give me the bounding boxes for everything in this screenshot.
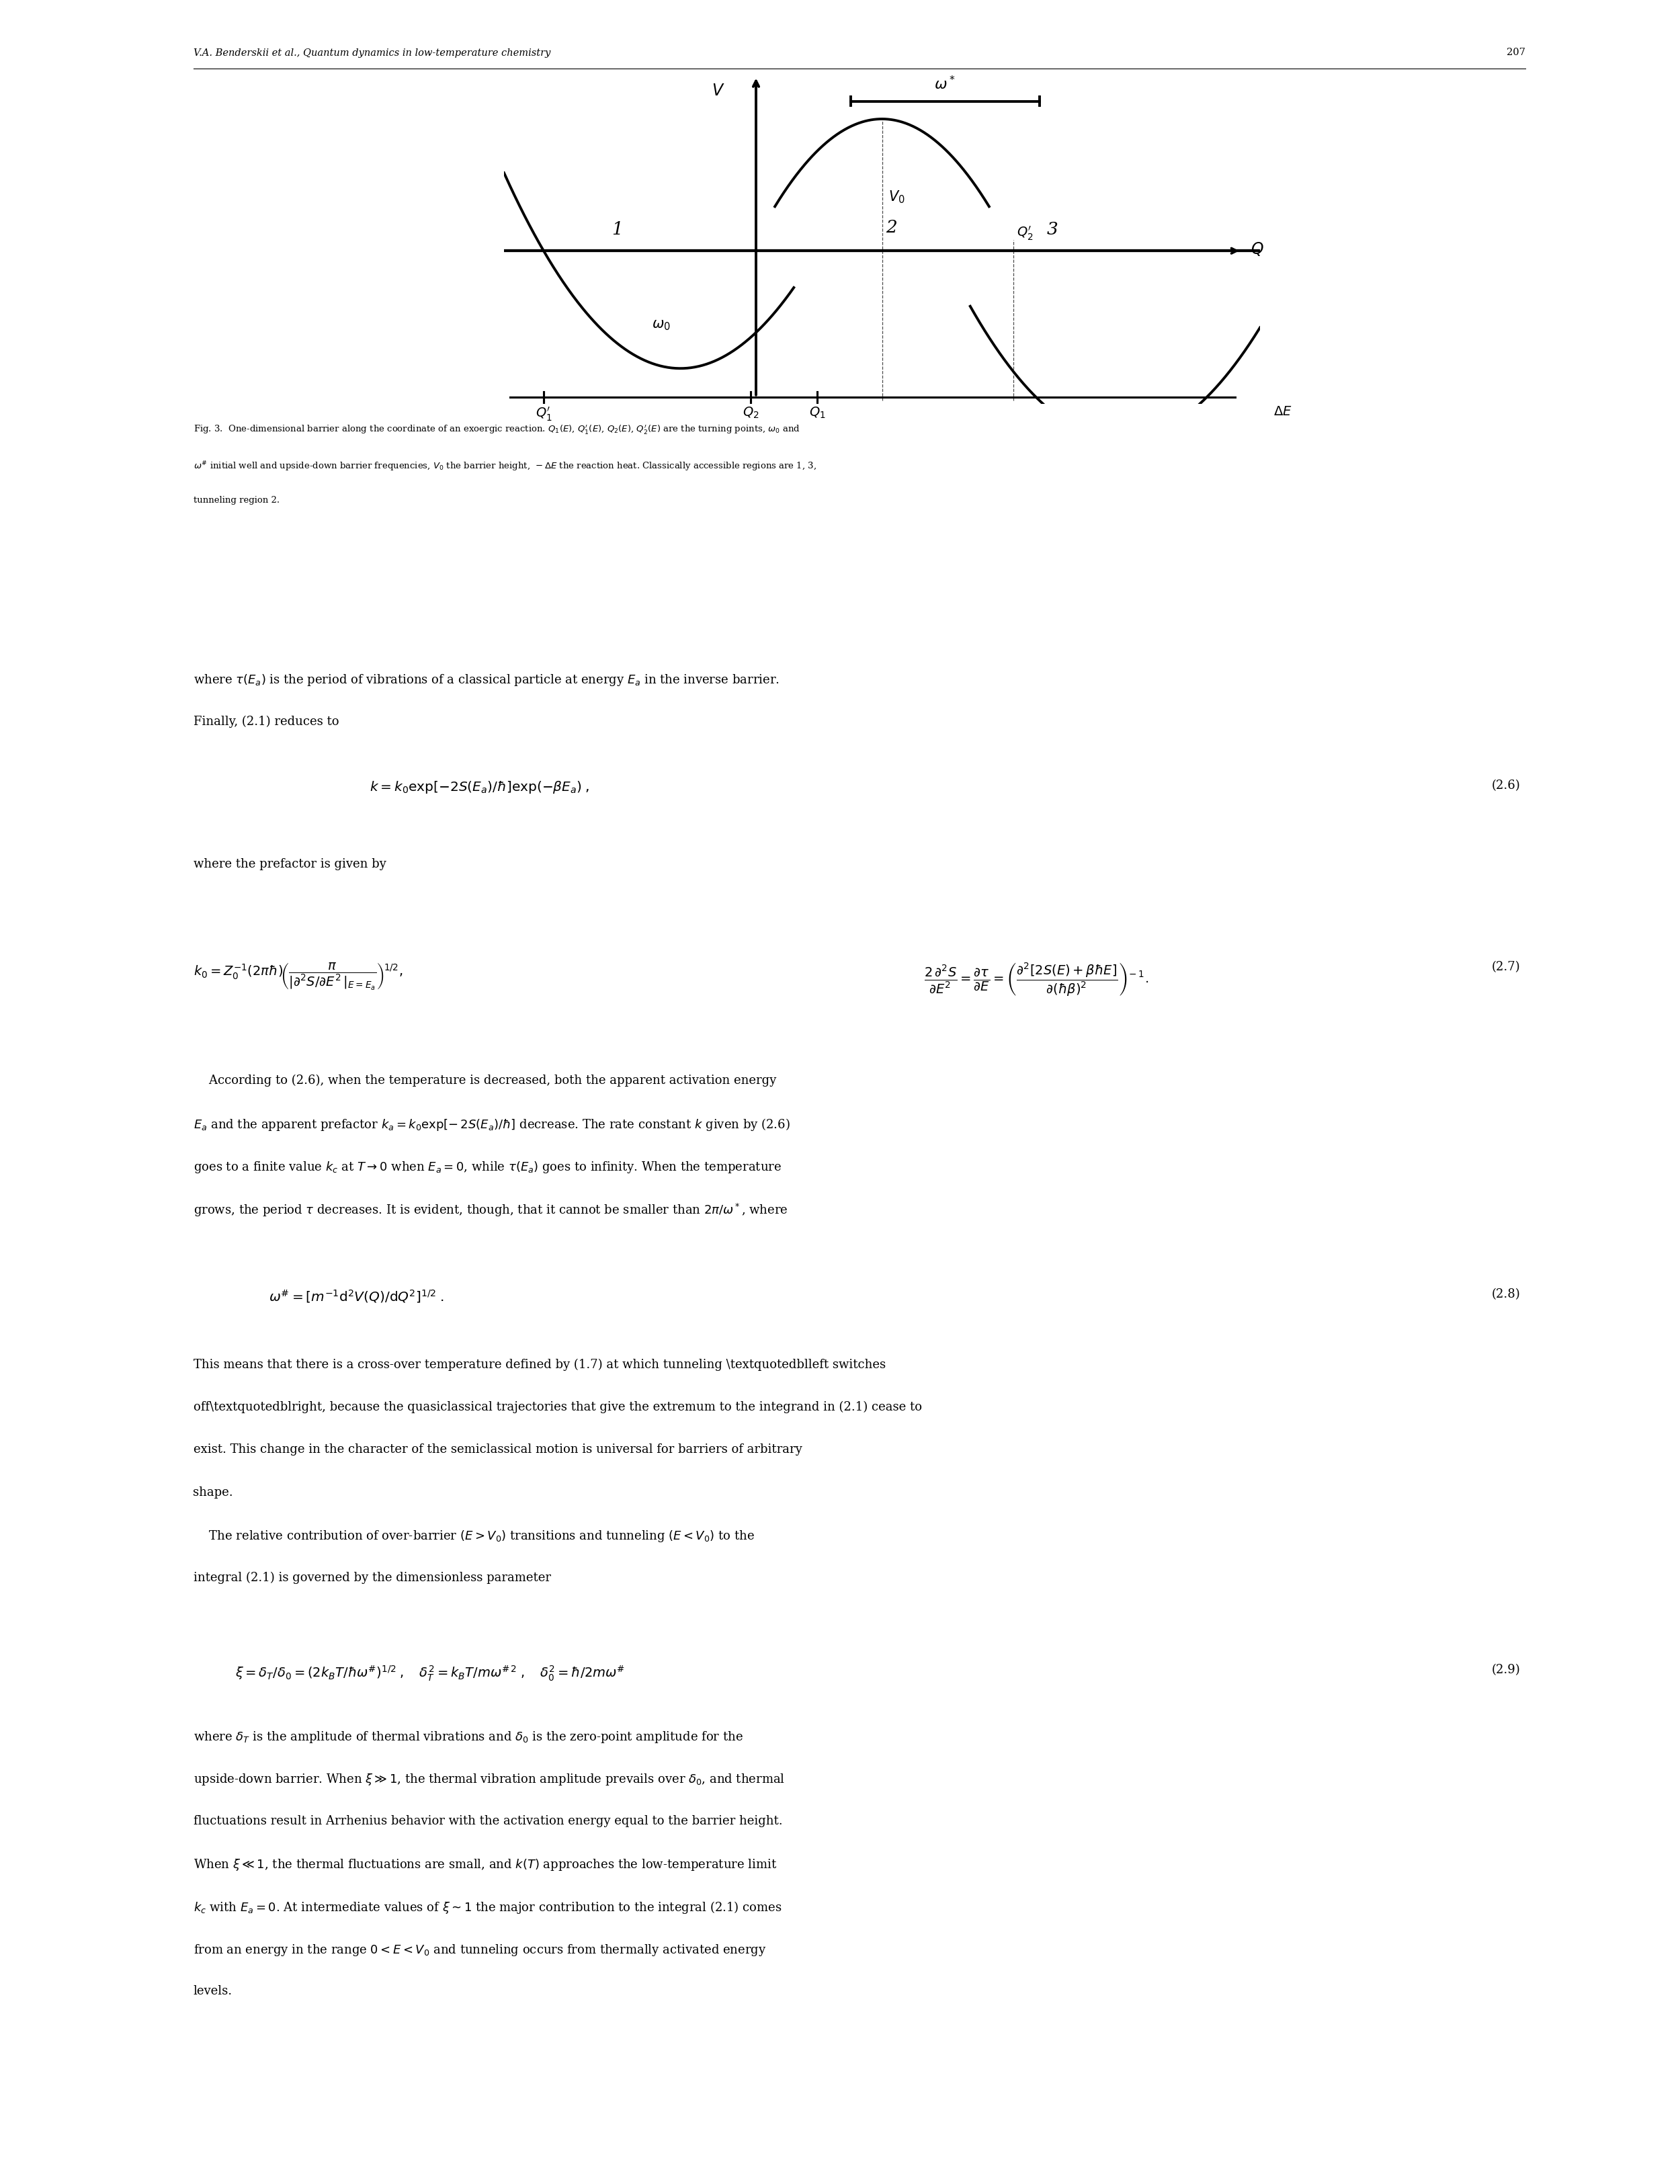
Text: 3: 3 xyxy=(1047,221,1058,238)
Text: upside-down barrier. When $\xi \gg 1$, the thermal vibration amplitude prevails : upside-down barrier. When $\xi \gg 1$, t… xyxy=(193,1773,785,1787)
Text: $k_c$ with $E_a = 0$. At intermediate values of $\xi \sim 1$ the major contribut: $k_c$ with $E_a = 0$. At intermediate va… xyxy=(193,1900,781,1915)
Text: grows, the period $\tau$ decreases. It is evident, though, that it cannot be sma: grows, the period $\tau$ decreases. It i… xyxy=(193,1201,788,1219)
Text: 207: 207 xyxy=(1507,48,1525,57)
Text: where $\tau(E_a)$ is the period of vibrations of a classical particle at energy : where $\tau(E_a)$ is the period of vibra… xyxy=(193,673,780,688)
Text: The relative contribution of over-barrier $(E > V_0)$ transitions and tunneling : The relative contribution of over-barrie… xyxy=(193,1529,754,1544)
Text: levels.: levels. xyxy=(193,1985,232,1998)
Text: Fig. 3.  One-dimensional barrier along the coordinate of an exoergic reaction. $: Fig. 3. One-dimensional barrier along th… xyxy=(193,424,800,437)
Text: 1: 1 xyxy=(612,221,623,238)
Text: $\Delta E$: $\Delta E$ xyxy=(1273,406,1292,417)
Text: $\omega^\# = [m^{-1}\mathrm{d}^2V(Q)/\mathrm{d}Q^2]^{1/2}\;.$: $\omega^\# = [m^{-1}\mathrm{d}^2V(Q)/\ma… xyxy=(269,1289,444,1304)
Text: tunneling region 2.: tunneling region 2. xyxy=(193,496,279,505)
Text: $V$: $V$ xyxy=(711,83,724,98)
Text: $Q_1'$: $Q_1'$ xyxy=(536,406,553,424)
Text: $V_0$: $V_0$ xyxy=(889,190,906,205)
Text: where the prefactor is given by: where the prefactor is given by xyxy=(193,858,386,871)
Text: According to (2.6), when the temperature is decreased, both the apparent activat: According to (2.6), when the temperature… xyxy=(193,1075,776,1088)
Text: (2.8): (2.8) xyxy=(1492,1289,1520,1302)
Text: goes to a finite value $k_c$ at $T \to 0$ when $E_a = 0$, while $\tau(E_a)$ goes: goes to a finite value $k_c$ at $T \to 0… xyxy=(193,1160,781,1175)
Text: $k_0 = Z_0^{-1}(2\pi\hbar)\!\left(\dfrac{\pi}{|\partial^2 S/\partial E^2\,|_{E=E: $k_0 = Z_0^{-1}(2\pi\hbar)\!\left(\dfrac… xyxy=(193,961,403,992)
Text: $\omega^*$: $\omega^*$ xyxy=(934,76,956,94)
Text: off\textquotedblright, because the quasiclassical trajectories that give the ext: off\textquotedblright, because the quasi… xyxy=(193,1402,922,1413)
Text: $\omega_0$: $\omega_0$ xyxy=(652,319,670,332)
Text: $\omega^{\#}$ initial well and upside-down barrier frequencies, $V_0$ the barrie: $\omega^{\#}$ initial well and upside-do… xyxy=(193,459,816,474)
Text: $k = k_0 \exp[- 2S(E_a)/\hbar]\exp(- \beta E_a)\;,$: $k = k_0 \exp[- 2S(E_a)/\hbar]\exp(- \be… xyxy=(370,780,590,795)
Text: $\dfrac{2\,\partial^2 S}{\partial E^2} = \dfrac{\partial\tau}{\partial E}= \left: $\dfrac{2\,\partial^2 S}{\partial E^2} =… xyxy=(924,961,1149,998)
Text: This means that there is a cross-over temperature defined by (1.7) at which tunn: This means that there is a cross-over te… xyxy=(193,1358,885,1372)
Text: V.A. Benderskii et al., Quantum dynamics in low-temperature chemistry: V.A. Benderskii et al., Quantum dynamics… xyxy=(193,48,551,57)
Text: integral (2.1) is governed by the dimensionless parameter: integral (2.1) is governed by the dimens… xyxy=(193,1572,551,1583)
Text: Finally, (2.1) reduces to: Finally, (2.1) reduces to xyxy=(193,716,339,727)
Text: $Q_2'$: $Q_2'$ xyxy=(1016,225,1033,242)
Text: fluctuations result in Arrhenius behavior with the activation energy equal to th: fluctuations result in Arrhenius behavio… xyxy=(193,1815,783,1828)
Text: $E_a$ and the apparent prefactor $k_a = k_0 \exp[-\,2S(E_a)/\hbar]$ decrease. Th: $E_a$ and the apparent prefactor $k_a = … xyxy=(193,1118,790,1133)
Text: shape.: shape. xyxy=(193,1485,234,1498)
Text: (2.6): (2.6) xyxy=(1492,780,1520,793)
Text: When $\xi \ll 1$, the thermal fluctuations are small, and $k(T)$ approaches the : When $\xi \ll 1$, the thermal fluctuatio… xyxy=(193,1856,776,1872)
Text: $Q$: $Q$ xyxy=(1250,240,1263,258)
Text: $Q_2$: $Q_2$ xyxy=(743,406,759,419)
Text: where $\delta_T$ is the amplitude of thermal vibrations and $\delta_0$ is the ze: where $\delta_T$ is the amplitude of the… xyxy=(193,1730,743,1745)
Text: (2.7): (2.7) xyxy=(1492,961,1520,974)
Text: $\xi = \delta_T/\delta_0 = (2k_B T/\hbar\omega^\#)^{1/2}\;,\quad \delta_T^2 = k_: $\xi = \delta_T/\delta_0 = (2k_B T/\hbar… xyxy=(235,1664,625,1682)
Text: 2: 2 xyxy=(885,218,897,236)
Text: exist. This change in the character of the semiclassical motion is universal for: exist. This change in the character of t… xyxy=(193,1444,801,1457)
Text: from an energy in the range $0 < E < V_0$ and tunneling occurs from thermally ac: from an energy in the range $0 < E < V_0… xyxy=(193,1944,766,1957)
Text: $Q_1$: $Q_1$ xyxy=(808,406,825,419)
Text: (2.9): (2.9) xyxy=(1492,1664,1520,1677)
